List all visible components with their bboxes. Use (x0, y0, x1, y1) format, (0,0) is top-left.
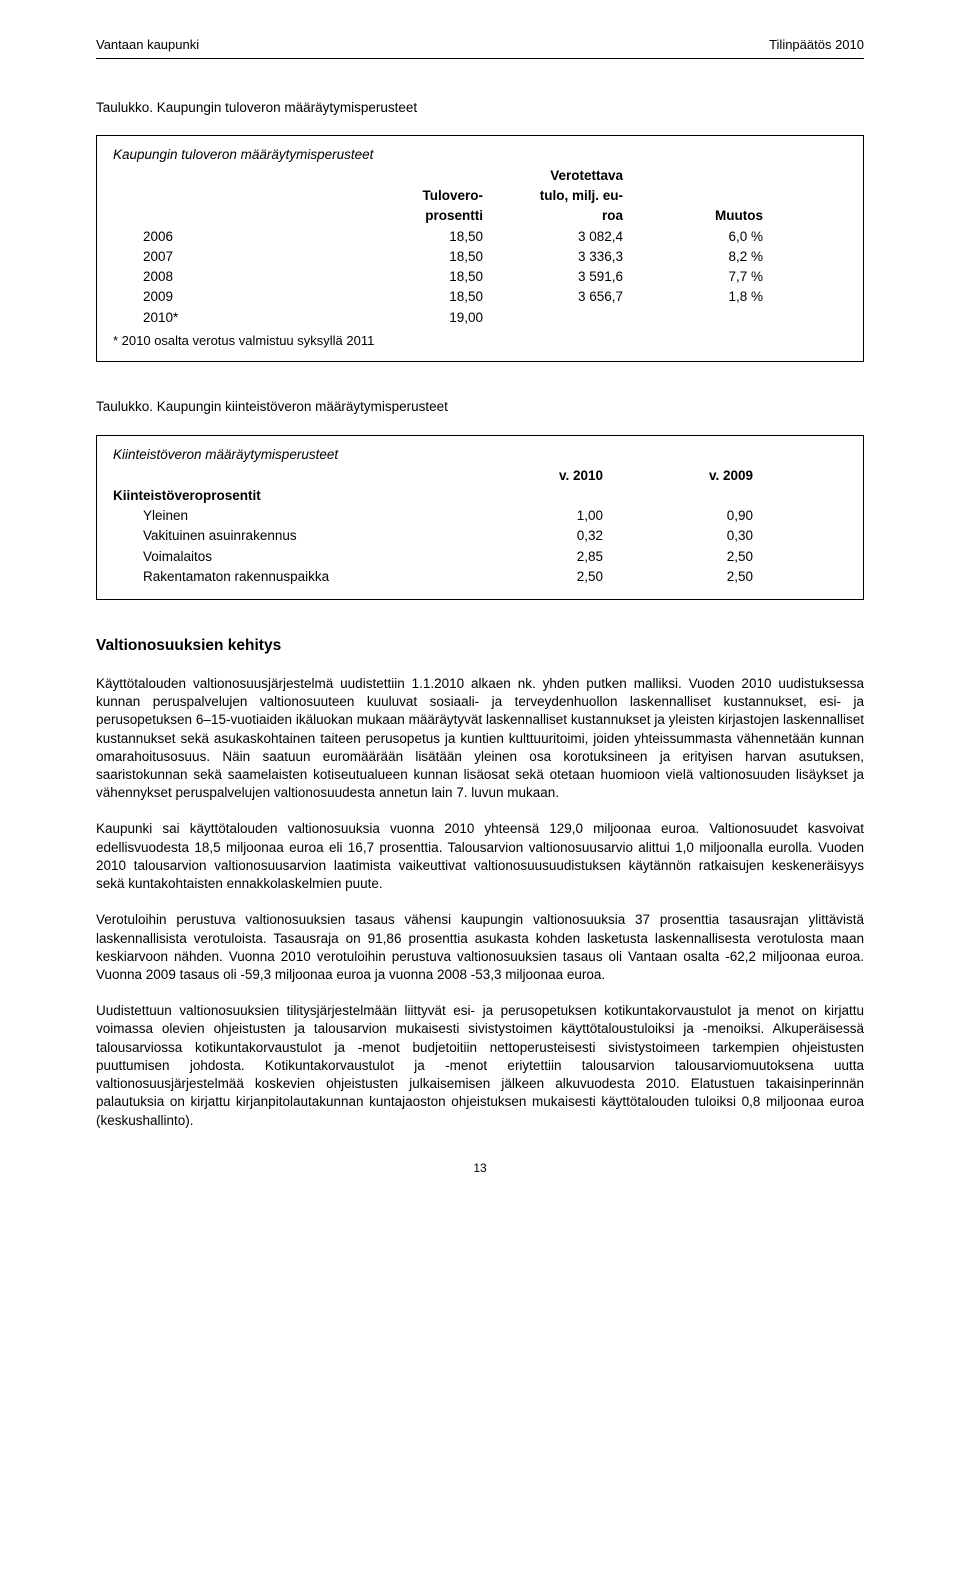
table1-hdr-col1-top: Tulovero- (353, 187, 483, 205)
table2-v2009: 0,30 (603, 527, 753, 545)
table2-hdr-col1: v. 2010 (453, 467, 603, 485)
table1-section-title: Taulukko. Kaupungin tuloveron määräytymi… (96, 99, 864, 117)
table1-hdr-col2-top: Verotettava (483, 167, 623, 185)
table2-label: Vakituinen asuinrakennus (113, 527, 453, 545)
table1-income (483, 309, 623, 327)
table1-year: 2007 (113, 248, 353, 266)
table-row: Vakituinen asuinrakennus 0,32 0,30 (113, 526, 847, 546)
table1-year: 2006 (113, 228, 353, 246)
table1-rate: 18,50 (353, 288, 483, 306)
table2-label: Voimalaitos (113, 548, 453, 566)
header-left: Vantaan kaupunki (96, 36, 199, 54)
table1-income: 3 336,3 (483, 248, 623, 266)
table1-year: 2008 (113, 268, 353, 286)
table1-income: 3 656,7 (483, 288, 623, 306)
paragraph-2: Kaupunki sai käyttötalouden valtionosuuk… (96, 820, 864, 893)
table1-rate: 18,50 (353, 228, 483, 246)
paragraph-1: Käyttötalouden valtionosuusjärjestelmä u… (96, 675, 864, 803)
table-row: 2010* 19,00 (113, 308, 847, 328)
table1-header-row-3: prosentti roa Muutos (113, 206, 847, 226)
table2-subhead-row: Kiinteistöveroprosentit (113, 486, 847, 506)
table1-income: 3 591,6 (483, 268, 623, 286)
table1-rate: 18,50 (353, 248, 483, 266)
table2-v2010: 1,00 (453, 507, 603, 525)
table2-v2009: 0,90 (603, 507, 753, 525)
table1-income: 3 082,4 (483, 228, 623, 246)
table-row: Rakentamaton rakennuspaikka 2,50 2,50 (113, 567, 847, 587)
table2-caption: Kiinteistöveron määräytymisperusteet (113, 446, 847, 464)
table2-v2010: 0,32 (453, 527, 603, 545)
table2-section-title: Taulukko. Kaupungin kiinteistöveron määr… (96, 398, 864, 416)
table1-header-row-1: Verotettava (113, 166, 847, 186)
table-row: 2008 18,50 3 591,6 7,7 % (113, 267, 847, 287)
paragraph-3: Verotuloihin perustuva valtionosuuksien … (96, 911, 864, 984)
paragraph-4: Uudistettuun valtionosuuksien tilitysjär… (96, 1002, 864, 1130)
table-row: Yleinen 1,00 0,90 (113, 506, 847, 526)
table1-header-row-2: Tulovero- tulo, milj. eu- (113, 186, 847, 206)
table1-footnote: * 2010 osalta verotus valmistuu syksyllä… (113, 332, 847, 350)
table2-header-row: v. 2010 v. 2009 (113, 466, 847, 486)
table2-v2010: 2,50 (453, 568, 603, 586)
table2-box: Kiinteistöveron määräytymisperusteet v. … (96, 435, 864, 601)
page-number: 13 (96, 1160, 864, 1176)
page-header: Vantaan kaupunki Tilinpäätös 2010 (96, 36, 864, 59)
table2-v2010: 2,85 (453, 548, 603, 566)
table1-box: Kaupungin tuloveron määräytymisperusteet… (96, 135, 864, 363)
table1-hdr-col2-mid: tulo, milj. eu- (483, 187, 623, 205)
table1-change: 8,2 % (623, 248, 763, 266)
table1-caption: Kaupungin tuloveron määräytymisperusteet (113, 146, 847, 164)
table2-v2009: 2,50 (603, 548, 753, 566)
table-row: 2006 18,50 3 082,4 6,0 % (113, 227, 847, 247)
table1-change (623, 309, 763, 327)
table1-year: 2010* (113, 309, 353, 327)
table1-change: 6,0 % (623, 228, 763, 246)
table1-change: 7,7 % (623, 268, 763, 286)
table2-label: Rakentamaton rakennuspaikka (113, 568, 453, 586)
table1-rate: 18,50 (353, 268, 483, 286)
table-row: 2007 18,50 3 336,3 8,2 % (113, 247, 847, 267)
table2-v2009: 2,50 (603, 568, 753, 586)
table1-hdr-col2-bot: roa (483, 207, 623, 225)
table-row: 2009 18,50 3 656,7 1,8 % (113, 287, 847, 307)
table1-change: 1,8 % (623, 288, 763, 306)
table2-hdr-col2: v. 2009 (603, 467, 753, 485)
table1-year: 2009 (113, 288, 353, 306)
table-row: Voimalaitos 2,85 2,50 (113, 547, 847, 567)
table2-label: Yleinen (113, 507, 453, 525)
body-heading: Valtionosuuksien kehitys (96, 636, 864, 657)
table1-hdr-col3: Muutos (623, 207, 763, 225)
table2-subhead: Kiinteistöveroprosentit (113, 487, 261, 505)
table1-hdr-col1-bot: prosentti (353, 207, 483, 225)
header-right: Tilinpäätös 2010 (769, 36, 864, 54)
table1-rate: 19,00 (353, 309, 483, 327)
